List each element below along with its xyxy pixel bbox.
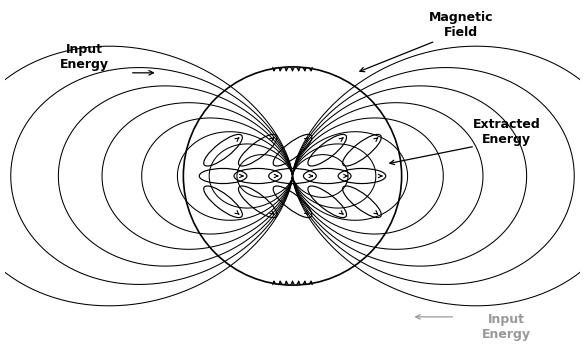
Text: Extracted
Energy: Extracted Energy (473, 118, 541, 146)
Text: Input
Energy: Input Energy (482, 313, 531, 341)
Text: Input
Energy: Input Energy (60, 43, 109, 71)
Text: Magnetic
Field: Magnetic Field (429, 11, 493, 39)
